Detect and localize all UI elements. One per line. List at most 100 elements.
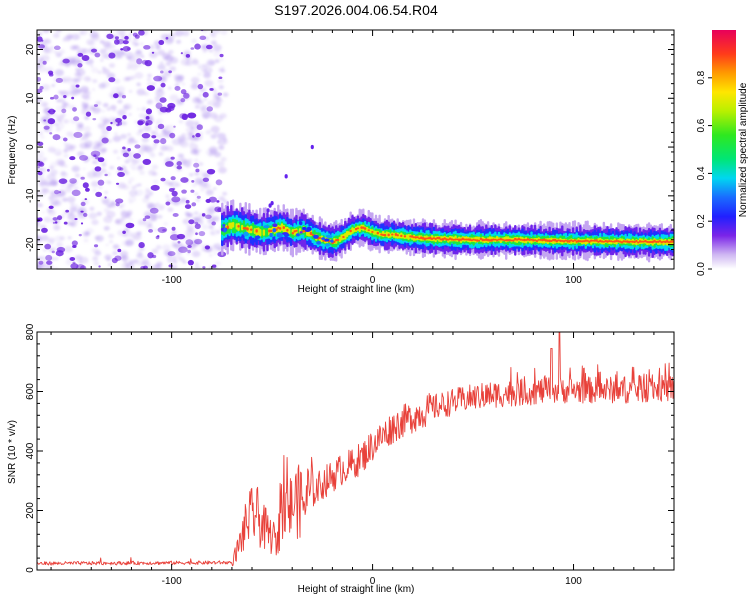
trace-cell xyxy=(468,238,472,242)
noise-speck xyxy=(140,42,144,46)
trace-cell xyxy=(571,240,575,243)
colorbar-tick-label: 0.8 xyxy=(696,70,707,84)
noise-speck xyxy=(137,164,144,170)
trace-cell xyxy=(618,240,622,243)
trace-cell xyxy=(248,226,251,234)
trace-cell xyxy=(257,227,260,236)
noise-speck xyxy=(53,50,58,54)
trace-cell xyxy=(360,226,363,229)
noise-speck xyxy=(131,41,138,47)
noise-speck xyxy=(198,162,204,166)
trace-cell xyxy=(521,239,524,241)
trace-blob xyxy=(302,226,307,231)
noise-speck xyxy=(70,221,77,228)
trace-cell xyxy=(342,235,345,239)
noise-speck xyxy=(65,259,73,266)
noise-speck xyxy=(100,59,104,62)
trace-cell xyxy=(595,239,598,242)
noise-blob xyxy=(169,132,176,139)
noise-speck xyxy=(128,177,135,182)
trace-cell xyxy=(477,239,481,242)
trace-blob xyxy=(283,233,290,237)
trace-cell xyxy=(573,239,577,242)
noise-speck xyxy=(105,180,110,184)
noise-blob xyxy=(142,217,147,222)
noise-speck xyxy=(104,254,112,261)
noise-speck xyxy=(83,115,89,120)
trace-cell xyxy=(400,234,403,238)
snr-series-line xyxy=(37,332,674,567)
noise-speck xyxy=(50,46,55,49)
trace-cell xyxy=(635,239,638,243)
noise-blob xyxy=(78,233,82,237)
noise-blob xyxy=(41,39,44,42)
noise-speck xyxy=(205,129,212,135)
noise-speck xyxy=(89,105,96,111)
y-tick-label: 400 xyxy=(25,442,36,459)
noise-speck xyxy=(143,91,149,96)
trace-cell xyxy=(318,236,322,240)
noise-blob xyxy=(214,206,222,213)
noise-blob xyxy=(165,36,169,40)
noise-speck xyxy=(98,82,107,89)
noise-speck xyxy=(137,219,146,226)
noise-speck xyxy=(91,67,99,74)
noise-blob xyxy=(191,180,195,183)
trace-cell xyxy=(233,218,237,234)
noise-blob xyxy=(152,254,157,259)
noise-blob xyxy=(83,212,88,217)
trace-cell xyxy=(602,240,606,243)
noise-blob xyxy=(143,45,151,50)
noise-speck xyxy=(94,250,102,256)
noise-blob xyxy=(94,166,102,172)
noise-speck xyxy=(102,66,106,70)
noise-speck xyxy=(47,146,56,153)
noise-speck xyxy=(63,149,69,153)
noise-speck xyxy=(207,216,215,222)
noise-blob xyxy=(188,219,195,225)
noise-blob xyxy=(158,39,165,46)
noise-speck xyxy=(59,98,66,104)
noise-speck xyxy=(60,90,70,98)
noise-speck xyxy=(140,256,150,263)
noise-blob xyxy=(115,198,124,204)
noise-speck xyxy=(150,130,155,134)
noise-speck xyxy=(128,136,135,142)
noise-speck xyxy=(166,255,177,263)
noise-blob xyxy=(193,162,200,168)
trace-cell xyxy=(264,227,267,238)
snr-x-ticks: -100 0 100 xyxy=(50,332,655,587)
noise-speck xyxy=(178,257,185,262)
noise-speck xyxy=(37,224,38,227)
noise-blob xyxy=(71,189,81,197)
noise-blob xyxy=(194,238,203,245)
noise-blob xyxy=(180,97,186,103)
noise-speck xyxy=(108,63,116,68)
noise-blob xyxy=(145,116,150,120)
y-tick-label: 800 xyxy=(25,323,36,340)
trace-cell xyxy=(363,227,367,231)
trace-speck xyxy=(270,200,274,206)
noise-speck xyxy=(157,63,166,71)
noise-speck xyxy=(217,78,224,84)
snr-y-ticks: 0 200 400 600 800 xyxy=(25,323,674,573)
noise-speck xyxy=(142,197,150,204)
noise-speck xyxy=(89,206,95,211)
colorbar-tick-label: 0.2 xyxy=(696,214,707,228)
noise-speck xyxy=(126,62,134,68)
trace-cell xyxy=(655,240,658,244)
noise-speck xyxy=(169,180,179,188)
trace-cell xyxy=(474,239,477,241)
noise-speck xyxy=(100,109,106,113)
noise-blob xyxy=(98,265,101,268)
noise-speck xyxy=(92,188,98,193)
noise-blob xyxy=(52,217,58,221)
noise-speck xyxy=(172,32,179,37)
noise-blob xyxy=(61,108,67,114)
noise-speck xyxy=(183,49,192,56)
trace-cell xyxy=(506,239,510,242)
noise-blob xyxy=(196,195,201,199)
trace-cell xyxy=(293,230,296,233)
noise-blob xyxy=(187,259,194,266)
noise-speck xyxy=(146,99,154,105)
